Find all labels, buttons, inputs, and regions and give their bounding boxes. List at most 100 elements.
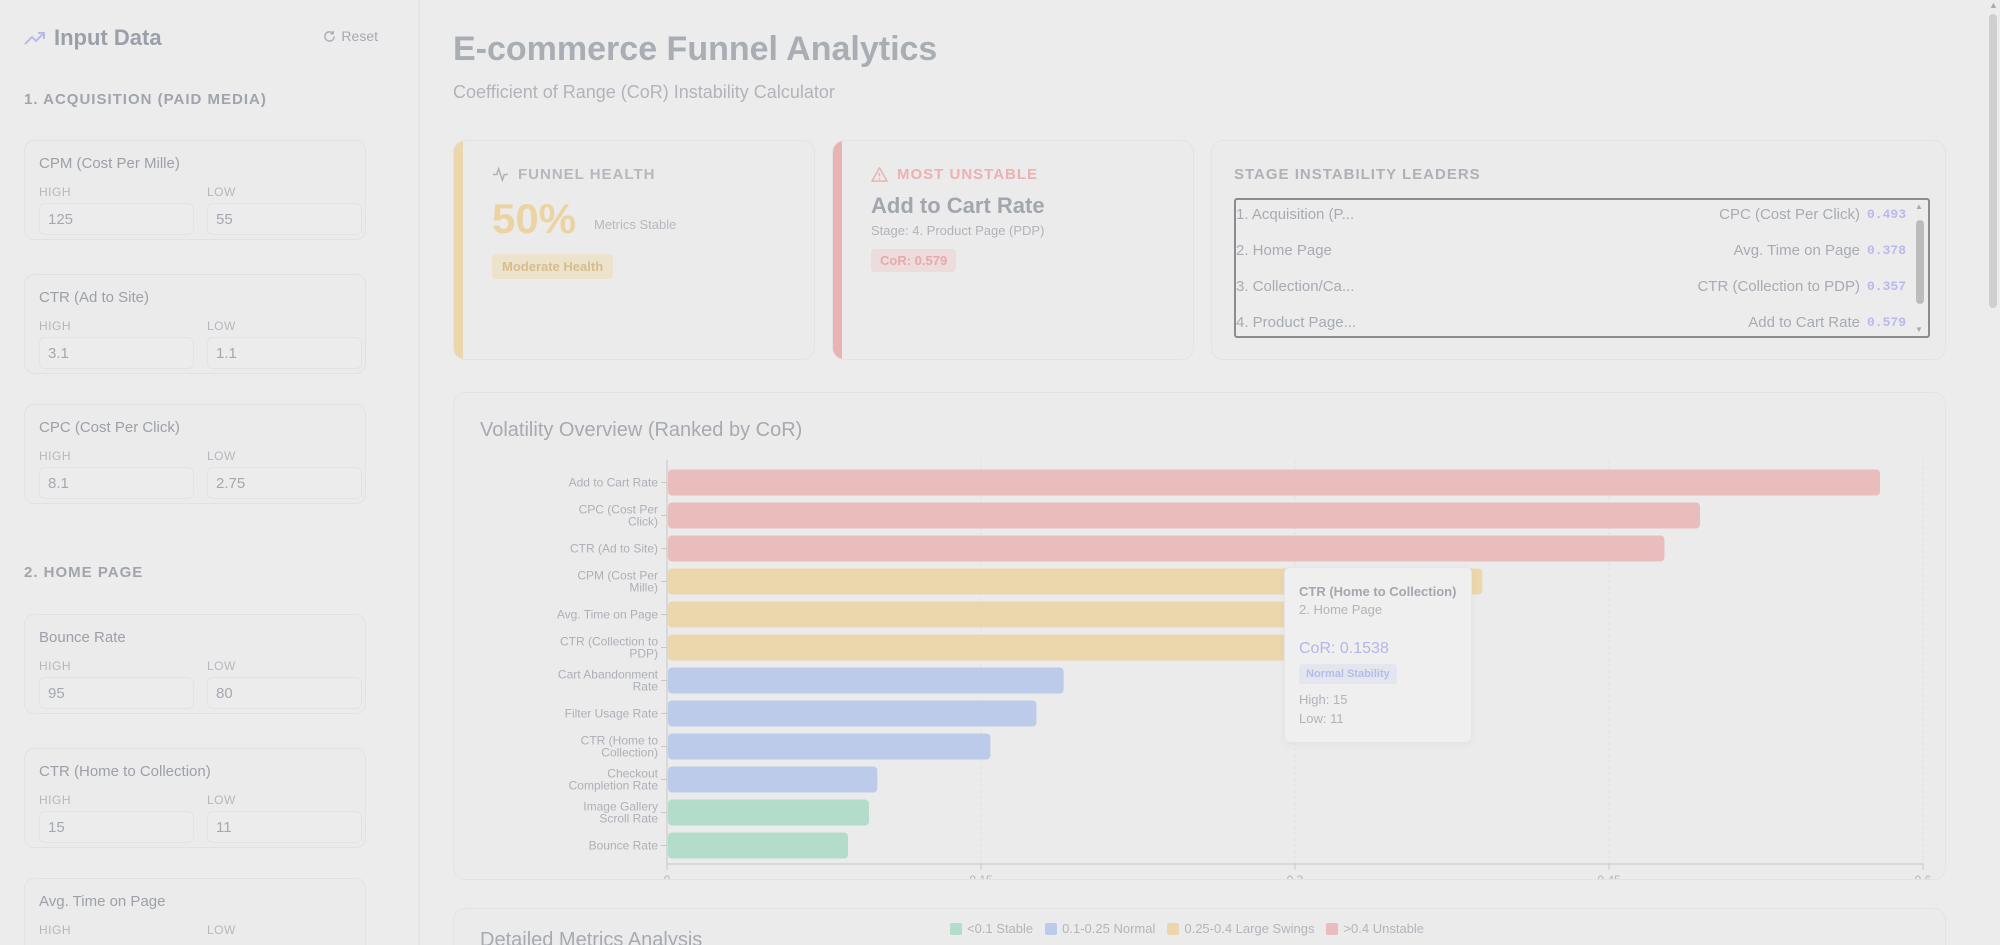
metric-name: Avg. Time on Page: [39, 893, 166, 910]
leaders-scroll-thumb[interactable]: [1916, 220, 1924, 304]
sidebar-title: Input Data: [54, 25, 162, 50]
high-label: HIGH: [39, 319, 71, 333]
bar: [668, 634, 1416, 661]
leader-row[interactable]: 4. Product Page... Add to Cart Rate 0.57…: [1236, 308, 1906, 336]
bar: [668, 733, 991, 760]
scroll-up-arrow-icon[interactable]: ▲: [404, 0, 406, 10]
x-tick-label: 0.6: [1915, 873, 1932, 880]
low-label: LOW: [207, 185, 236, 199]
volatility-bar-chart: 0 0.15 0.3 0.45 0.6 Add to Cart Rate CPC (Cost…: [557, 460, 1932, 880]
high-label: HIGH: [39, 659, 71, 673]
tooltip-high: High: 15: [1299, 692, 1348, 707]
funnel-health-card: FUNNEL HEALTH 50% Metrics Stable Moderat…: [453, 140, 815, 360]
legend-label: 0.25-0.4 Large Swings: [1184, 921, 1315, 936]
legend-item-unstable[interactable]: >0.4 Unstable: [1326, 921, 1424, 936]
low-label: LOW: [207, 319, 236, 333]
tooltip-metric: CTR (Home to Collection): [1299, 584, 1457, 599]
low-label: LOW: [207, 659, 236, 673]
ctr-ad-high-input[interactable]: [39, 337, 194, 369]
legend-swatch: [950, 922, 962, 935]
bounce-high-input[interactable]: [39, 677, 194, 709]
detail-title: Detailed Metrics Analysis: [480, 929, 703, 945]
reset-label: Reset: [341, 28, 378, 44]
page-subtitle: Coefficient of Range (CoR) Instability C…: [453, 82, 835, 102]
scroll-down-arrow-icon[interactable]: ▼: [1915, 325, 1923, 334]
metric-name: CPC (Cost Per Click): [39, 419, 180, 436]
chart-legend: <0.1 Stable 0.1-0.25 Normal 0.25-0.4 Lar…: [950, 921, 1436, 936]
sidebar-header: Input Data Reset: [24, 22, 378, 54]
metric-card-cpc: CPC (Cost Per Click) HIGH LOW: [24, 404, 366, 504]
cpc-low-input[interactable]: [207, 467, 362, 499]
funnel-health-label-text: FUNNEL HEALTH: [518, 166, 656, 183]
sidebar-divider: [418, 0, 420, 945]
scroll-up-arrow-icon[interactable]: ▲: [1915, 202, 1923, 211]
category-label: Filter Usage Rate: [565, 707, 659, 721]
sidebar-scrollbar[interactable]: ▲ ▼: [402, 0, 406, 945]
most-unstable-label: MOST UNSTABLE: [871, 166, 1038, 183]
leader-row[interactable]: 1. Acquisition (P... CPC (Cost Per Click…: [1236, 200, 1906, 230]
page-scroll-thumb[interactable]: [1989, 14, 1997, 308]
leader-cor: 0.579: [1866, 315, 1906, 330]
leader-stage: 2. Home Page: [1236, 242, 1332, 259]
category-label: Image Gallery Scroll Rate: [583, 800, 658, 826]
chart-title: Volatility Overview (Ranked by CoR): [480, 419, 803, 441]
metric-card-avg-time: Avg. Time on Page HIGH LOW: [24, 878, 366, 945]
tooltip-cor: CoR: 0.1538: [1299, 640, 1389, 657]
legend-item-normal[interactable]: 0.1-0.25 Normal: [1045, 921, 1155, 936]
leaders-scrollbar[interactable]: ▲ ▼: [1914, 202, 1926, 334]
reset-button[interactable]: Reset: [323, 28, 378, 44]
metric-name: Bounce Rate: [39, 629, 126, 646]
cpm-low-input[interactable]: [207, 203, 362, 235]
page-scrollbar[interactable]: ▲: [1986, 0, 2000, 945]
leader-stage: 3. Collection/Ca...: [1236, 278, 1355, 295]
bar: [668, 700, 1037, 727]
input-sidebar: Input Data Reset 1. ACQUISITION (PAID ME…: [0, 0, 405, 945]
legend-item-stable[interactable]: <0.1 Stable: [950, 921, 1033, 936]
low-label: LOW: [207, 793, 236, 807]
leader-row[interactable]: 3. Collection/Ca... CTR (Collection to P…: [1236, 272, 1906, 302]
ctr-home-low-input[interactable]: [207, 811, 362, 843]
x-tick-label: 0.45: [1597, 873, 1621, 880]
low-label: LOW: [207, 923, 236, 937]
high-label: HIGH: [39, 793, 71, 807]
cpc-high-input[interactable]: [39, 467, 194, 499]
chart-tooltip: CTR (Home to Collection) 2. Home Page Co…: [1284, 567, 1472, 743]
leader-row[interactable]: 2. Home Page Avg. Time on Page 0.378: [1236, 236, 1906, 266]
health-subtext: Metrics Stable: [594, 217, 677, 232]
scroll-down-arrow-icon[interactable]: ▼: [404, 933, 406, 943]
high-label: HIGH: [39, 185, 71, 199]
x-tick-label: 0.15: [969, 873, 993, 880]
activity-icon: [492, 166, 509, 183]
tooltip-stage: 2. Home Page: [1299, 602, 1383, 617]
bar: [668, 502, 1701, 529]
detailed-metrics-card: Detailed Metrics Analysis: [453, 908, 1946, 945]
bounce-low-input[interactable]: [207, 677, 362, 709]
leader-metric: Avg. Time on Page: [1733, 242, 1860, 259]
warning-icon: [871, 167, 888, 182]
ctr-ad-low-input[interactable]: [207, 337, 362, 369]
legend-item-large-swings[interactable]: 0.25-0.4 Large Swings: [1167, 921, 1314, 936]
ctr-home-high-input[interactable]: [39, 811, 194, 843]
bar: [668, 568, 1483, 595]
x-tick-label: 0.3: [1287, 873, 1304, 880]
leader-stage: 1. Acquisition (P...: [1236, 206, 1355, 223]
category-label: Avg. Time on Page: [557, 608, 659, 622]
category-label: CTR (Home to Collection): [581, 734, 659, 760]
bar: [668, 601, 1460, 628]
category-label: CTR (Ad to Site): [570, 542, 658, 556]
stage-leaders-list[interactable]: 1. Acquisition (P... CPC (Cost Per Click…: [1234, 198, 1930, 338]
category-label: Checkout Completion Rate: [569, 767, 659, 793]
metric-name: CTR (Home to Collection): [39, 763, 211, 780]
bar: [668, 667, 1064, 694]
cpm-high-input[interactable]: [39, 203, 194, 235]
high-label: HIGH: [39, 923, 71, 937]
legend-label: >0.4 Unstable: [1343, 921, 1425, 936]
bar: [668, 766, 878, 793]
legend-swatch: [1167, 922, 1180, 935]
scroll-up-arrow-icon[interactable]: ▲: [1989, 0, 1998, 10]
legend-label: 0.1-0.25 Normal: [1062, 921, 1156, 936]
health-badge: Moderate Health: [492, 254, 614, 279]
page-title: E-commerce Funnel Analytics: [453, 30, 938, 68]
high-label: HIGH: [39, 449, 71, 463]
leader-metric: CPC (Cost Per Click): [1719, 206, 1860, 223]
